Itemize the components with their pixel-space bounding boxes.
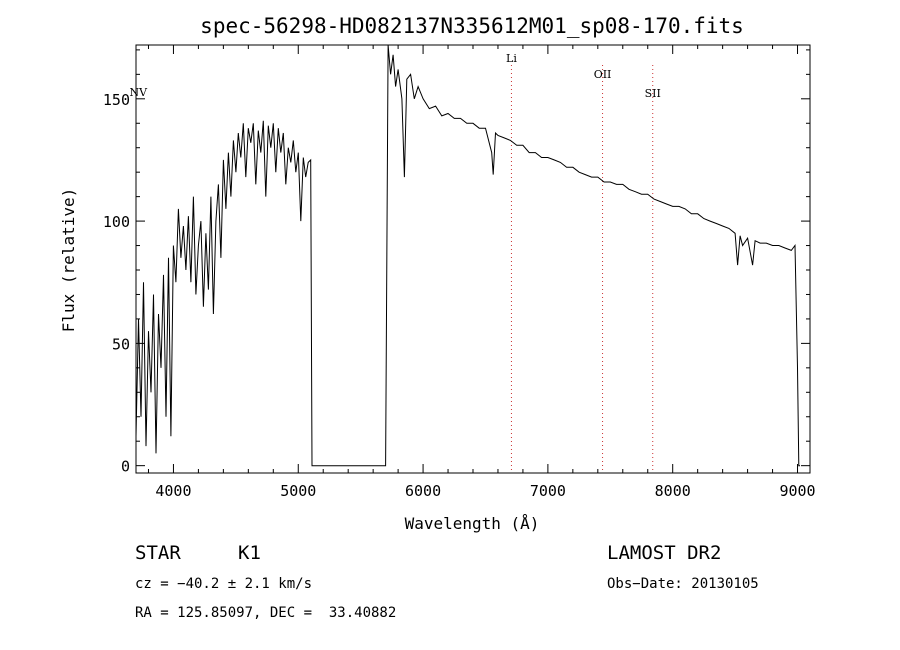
line-label-nv: NV: [129, 86, 148, 99]
line-markers: NV Li OII SII: [129, 52, 661, 473]
x-tick-label: 5000: [280, 482, 316, 500]
x-tick-label: 9000: [779, 482, 815, 500]
coordinates: RA = 125.85097, DEC = 33.40882: [135, 605, 397, 621]
axis-ticks: 4000 5000 6000 7000 8000 9000 0 50 100 150: [103, 45, 816, 500]
y-tick-label: 50: [112, 335, 130, 353]
survey-name: LAMOST DR2: [607, 542, 722, 564]
spectrum-series: [135, 44, 800, 467]
y-tick-label: 150: [103, 91, 130, 109]
line-label-oii: OII: [594, 68, 612, 81]
plot-frame: [135, 44, 811, 474]
y-axis-label: Flux (relative): [59, 188, 78, 333]
line-label-sii: SII: [645, 87, 661, 100]
chart-title: spec-56298-HD082137N335612M01_sp08-170.f…: [200, 14, 744, 38]
y-tick-label: 0: [121, 458, 130, 476]
spectrum-line-0: [135, 44, 800, 467]
redshift-cz: cz = −40.2 ± 2.1 km/s: [135, 576, 313, 592]
object-subclass: K1: [238, 542, 261, 564]
object-class: STAR: [135, 542, 181, 564]
x-tick-label: 7000: [530, 482, 566, 500]
x-axis-label: Wavelength (Å): [405, 514, 540, 533]
y-tick-label: 100: [103, 213, 130, 231]
line-label-li: Li: [506, 52, 517, 65]
x-tick-label: 8000: [655, 482, 691, 500]
x-tick-label: 6000: [405, 482, 441, 500]
observation-date: Obs−Date: 20130105: [607, 576, 759, 592]
x-tick-label: 4000: [155, 482, 191, 500]
